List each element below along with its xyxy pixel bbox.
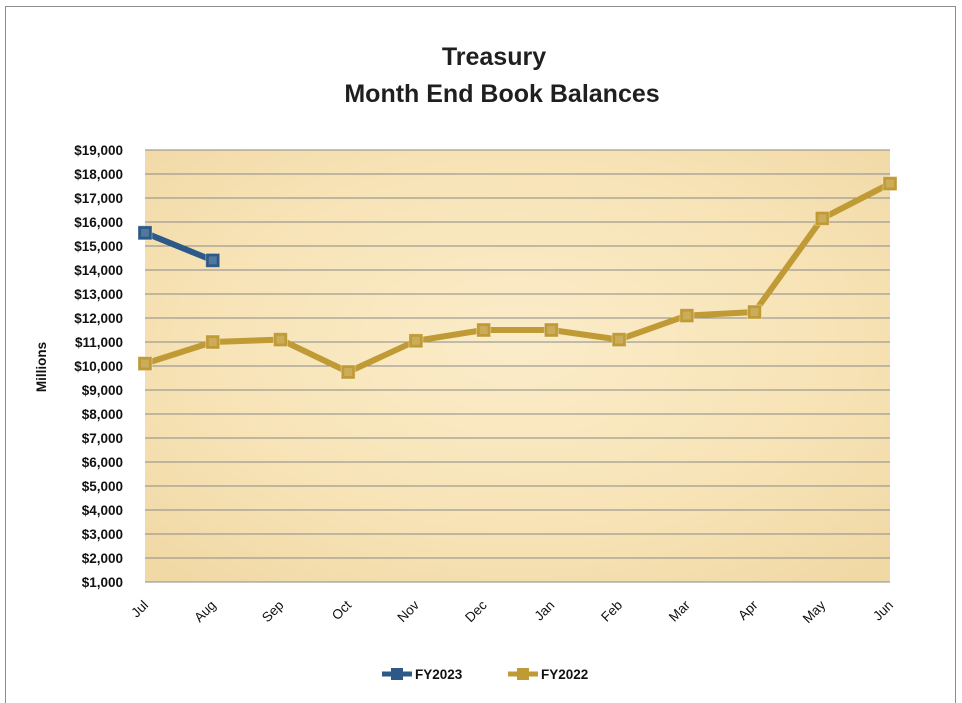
legend-label: FY2023 (415, 667, 463, 682)
y-axis-label: Millions (34, 342, 49, 392)
chart-title-line-2: Month End Book Balances (344, 80, 659, 108)
y-tick-label: $17,000 (74, 191, 123, 206)
y-tick-label: $18,000 (74, 167, 123, 182)
legend: FY2023 FY2022 (382, 667, 588, 682)
data-point (747, 304, 763, 320)
data-point-highlight (547, 326, 556, 334)
data-point (882, 176, 898, 192)
y-tick-label: $16,000 (74, 215, 123, 230)
series-line-fy2022 (144, 180, 892, 375)
data-point-highlight (886, 179, 894, 188)
x-tick-label: Mar (666, 597, 693, 624)
data-point (679, 308, 695, 324)
series-line-fy2023 (143, 230, 214, 264)
x-tick-label: Jan (531, 598, 557, 624)
x-tick-label: May (800, 597, 829, 626)
x-tick-label: Jul (128, 598, 151, 621)
y-tick-label: $7,000 (82, 431, 123, 446)
data-point (611, 332, 627, 348)
y-tick-label: $12,000 (74, 311, 123, 326)
legend-item-fy2023: FY2023 (382, 667, 463, 682)
y-tick-label: $10,000 (74, 359, 123, 374)
y-tick-label: $6,000 (82, 455, 123, 470)
data-point (814, 210, 830, 226)
y-tick-label: $8,000 (82, 407, 123, 422)
y-tick-label: $14,000 (74, 263, 123, 278)
data-point-highlight (208, 338, 217, 346)
data-point (137, 356, 153, 372)
x-tick-label: Nov (394, 597, 422, 625)
x-tick-label: Dec (462, 597, 490, 625)
data-point-highlight (208, 256, 217, 265)
y-tick-label: $9,000 (82, 383, 123, 398)
series-fy2022 (137, 176, 898, 380)
data-point (205, 334, 221, 350)
chart-title-line-1: Treasury (442, 43, 546, 71)
data-point-highlight (141, 359, 149, 368)
data-point (476, 322, 492, 338)
series-fy2023 (137, 225, 221, 268)
data-point (340, 364, 356, 380)
series-layer (137, 176, 898, 380)
data-point (272, 332, 288, 348)
data-point-highlight (344, 368, 353, 376)
data-point (408, 333, 424, 349)
y-tick-label: $1,000 (82, 575, 123, 590)
y-axis-ticks: $1,000 $2,000 $3,000 $4,000 $5,000 $6,000 $7,0… (74, 143, 123, 590)
x-tick-label: Apr (735, 597, 761, 623)
y-tick-label: $4,000 (82, 503, 123, 518)
x-tick-label: Aug (191, 598, 219, 626)
legend-marker (391, 668, 403, 680)
data-point (543, 322, 559, 338)
data-point-highlight (411, 336, 420, 345)
x-axis-ticks: Jul Aug Sep Oct Nov Dec Jan Feb Mar Apr May Jun (128, 597, 896, 626)
data-point (137, 225, 153, 241)
y-tick-label: $11,000 (75, 335, 123, 350)
data-point-highlight (818, 214, 827, 223)
legend-marker (517, 668, 529, 680)
x-tick-label: Oct (329, 597, 355, 623)
data-point-highlight (615, 335, 624, 344)
y-tick-label: $19,000 (74, 143, 123, 158)
x-tick-label: Feb (598, 598, 625, 625)
data-point (205, 252, 221, 268)
y-tick-label: $3,000 (82, 527, 123, 542)
data-point-highlight (479, 326, 488, 334)
gridlines (145, 149, 890, 583)
x-tick-label: Jun (870, 598, 896, 624)
y-tick-label: $15,000 (74, 239, 123, 254)
data-point-highlight (141, 228, 149, 237)
x-tick-label: Sep (259, 598, 287, 626)
legend-label: FY2022 (541, 667, 588, 682)
data-point-highlight (276, 335, 285, 344)
data-point-highlight (682, 311, 691, 320)
y-tick-label: $13,000 (74, 287, 123, 302)
y-tick-label: $2,000 (82, 551, 123, 566)
data-point-highlight (750, 308, 759, 316)
legend-item-fy2022: FY2022 (508, 667, 588, 682)
y-tick-label: $5,000 (82, 479, 123, 494)
